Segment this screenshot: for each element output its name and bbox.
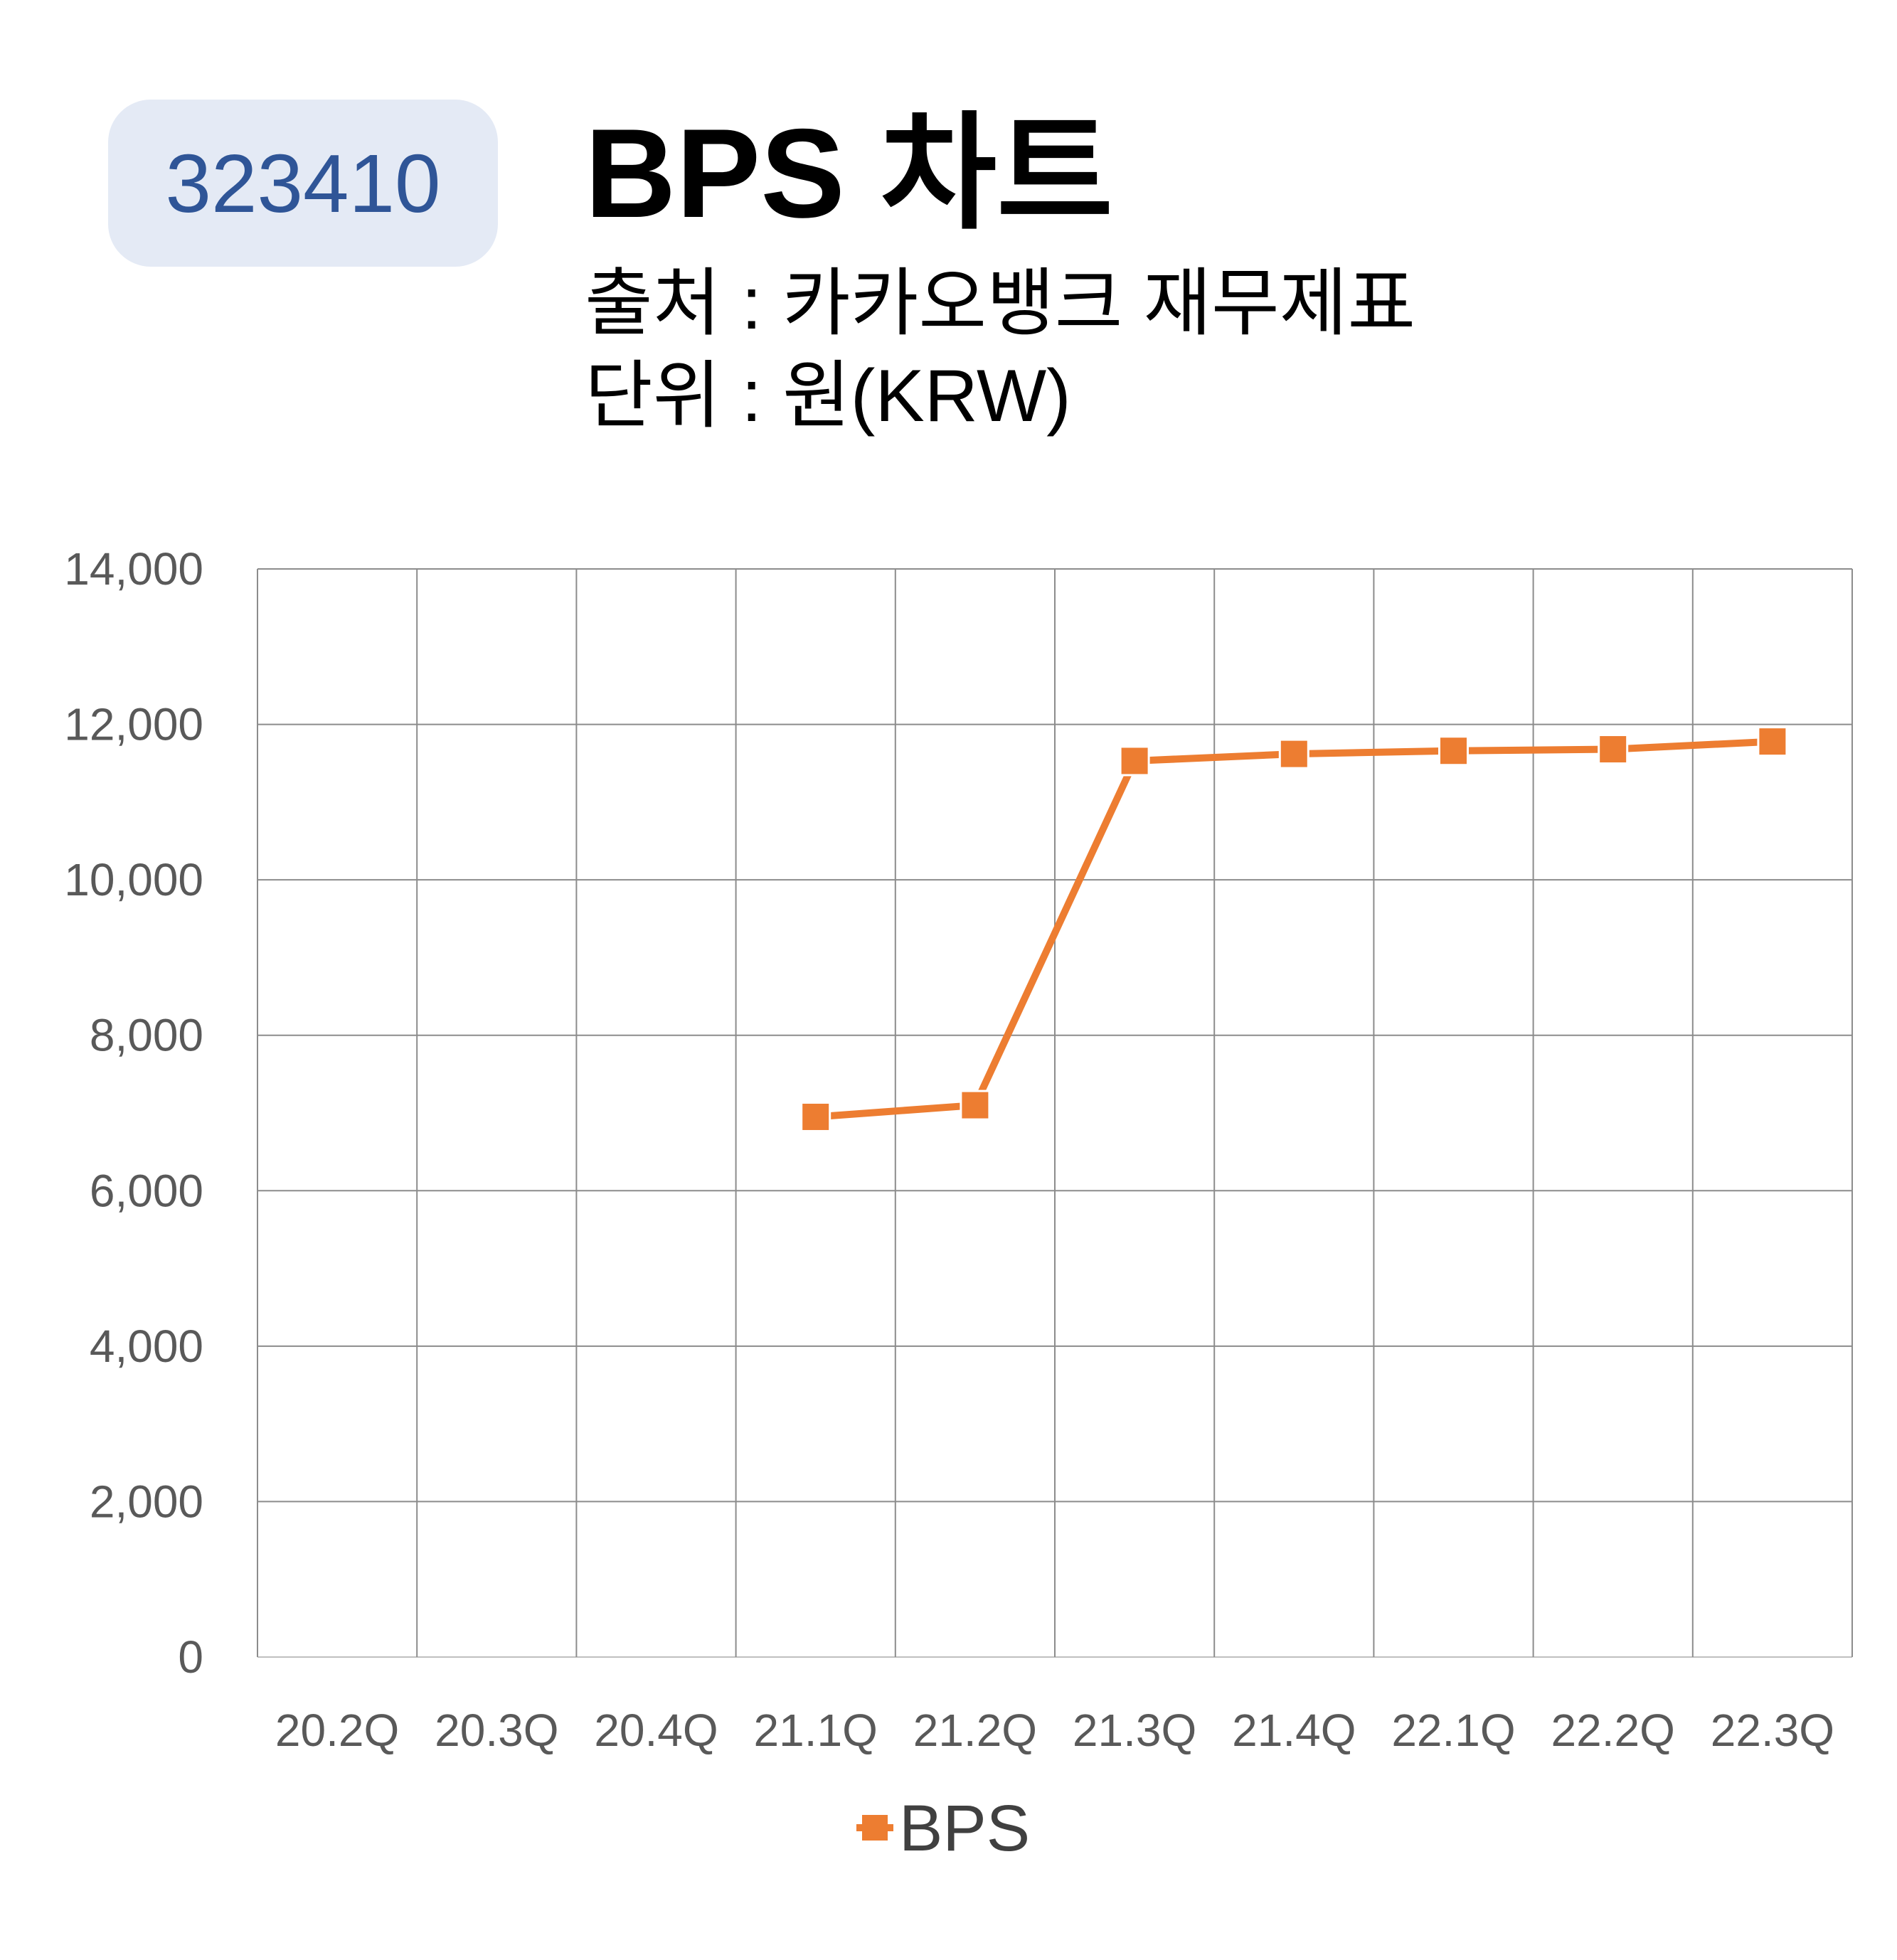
y-tick-label: 6,000 [90,1165,203,1216]
data-point-marker [1757,726,1788,757]
legend-label: BPS [899,1792,1030,1865]
x-tick-label: 21.3Q [1073,1705,1196,1756]
data-point-marker [1598,734,1629,765]
y-tick-label: 12,000 [64,699,203,750]
y-tick-label: 2,000 [90,1476,203,1527]
x-tick-label: 22.1Q [1391,1705,1515,1756]
ticker-badge: 323410 [108,100,498,267]
data-point-marker [800,1101,831,1132]
ticker-code: 323410 [165,137,441,230]
x-tick-label: 22.3Q [1711,1705,1834,1756]
unit-line: 단위 : 원(KRW) [585,355,1071,437]
data-point-marker [1438,735,1469,767]
data-point-marker [1278,738,1309,769]
y-tick-label: 0 [178,1631,203,1683]
y-tick-label: 10,000 [64,854,203,905]
x-tick-label: 20.4Q [594,1705,718,1756]
source-line: 출처 : 카카오뱅크 재무제표 [585,262,1416,345]
x-tick-label: 21.4Q [1232,1705,1356,1756]
y-tick-label: 14,000 [64,543,203,595]
series-line-bps [815,737,1773,1121]
data-point-marker [960,1090,991,1121]
y-tick-label: 4,000 [90,1321,203,1372]
x-tick-label: 20.2Q [275,1705,399,1756]
data-point-marker [1119,745,1150,777]
x-tick-label: 20.3Q [435,1705,558,1756]
x-tick-label: 21.2Q [913,1705,1037,1756]
chart-title: BPS 차트 [585,102,1113,244]
legend-marker [862,1815,888,1841]
x-tick-label: 21.1Q [754,1705,878,1756]
y-tick-label: 8,000 [90,1010,203,1061]
x-tick-label: 22.2Q [1551,1705,1675,1756]
